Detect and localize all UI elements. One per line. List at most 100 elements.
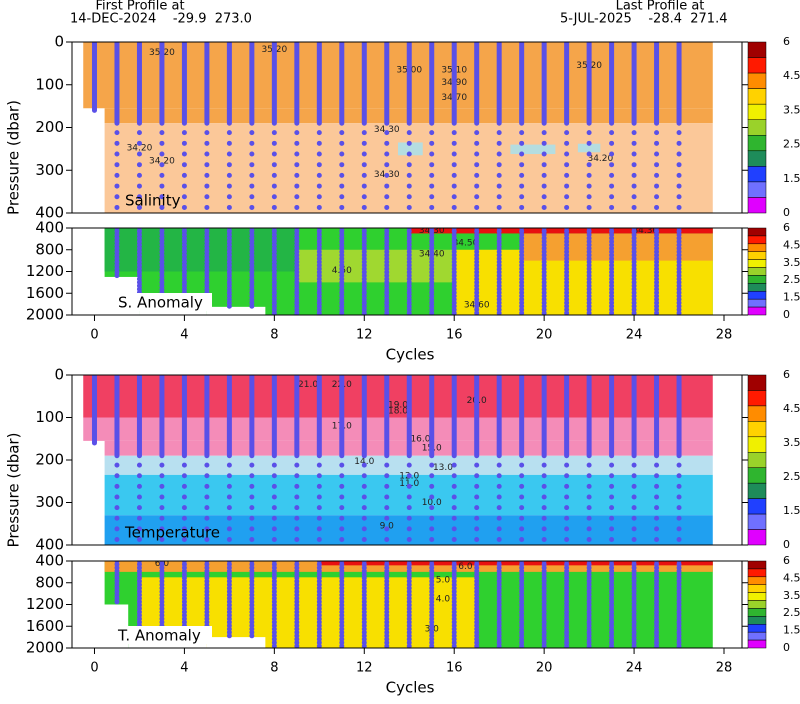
- colorbar-swatch: [747, 251, 767, 260]
- y-tick-label: 2000: [26, 639, 64, 657]
- y-axis-label: Pressure (dbar): [5, 100, 23, 215]
- colorbar-swatch: [747, 631, 767, 641]
- colorbar-swatch: [747, 600, 767, 609]
- y-tick-label: 300: [35, 161, 64, 179]
- x-tick-label: 0: [90, 661, 98, 676]
- y-axis-label: Pressure (dbar): [5, 433, 23, 548]
- colorbar-label: 1.5: [783, 172, 800, 185]
- x-tick-label: 0: [90, 328, 98, 343]
- x-tick-label: 8: [270, 661, 278, 676]
- y-tick-label: 100: [35, 75, 64, 93]
- colorbar-swatch: [747, 243, 767, 252]
- colorbar-swatch: [747, 235, 767, 245]
- plot-area: 35.2035.2035.0035.1035.2034.9034.7034.30…: [83, 42, 713, 213]
- contour-label: 34.20: [149, 156, 175, 166]
- field-cell: [206, 637, 266, 648]
- colorbar-swatch: [747, 150, 767, 167]
- colorbar-swatch: [747, 57, 767, 74]
- colorbar-swatch: [747, 390, 767, 407]
- contour-label: 4.0: [436, 595, 451, 605]
- colorbar-swatch: [747, 513, 767, 530]
- field-cell: [104, 228, 297, 272]
- y-tick-label: 400: [35, 536, 64, 554]
- panel-label: T. Anomaly: [117, 627, 201, 645]
- y-tick-label: 400: [35, 219, 64, 237]
- colorbar-label: 3.5: [783, 256, 800, 269]
- colorbar-swatch: [747, 166, 767, 183]
- colorbar-swatch: [747, 306, 767, 316]
- contour-label: 13.0: [433, 463, 453, 473]
- y-tick-label: 800: [35, 573, 64, 591]
- x-tick-label: 4: [180, 661, 188, 676]
- field-cell: [206, 306, 266, 315]
- colorbar-swatch: [747, 119, 767, 136]
- panel-label: Salinity: [125, 192, 181, 210]
- field-cell: [319, 561, 713, 566]
- x-tick-label: 20: [536, 661, 553, 676]
- colorbar-swatch: [747, 405, 767, 422]
- x-tick-label: 4: [180, 328, 188, 343]
- y-tick-label: 200: [35, 118, 64, 136]
- colorbar-swatch: [747, 436, 767, 453]
- colorbar-label: 4.5: [783, 238, 800, 251]
- first-info: 14-DEC-2024 -29.9 273.0: [70, 12, 252, 27]
- colorbar-swatch: [747, 452, 767, 468]
- x-tick-label: 16: [446, 661, 463, 676]
- y-tick-label: 300: [35, 493, 64, 511]
- colorbar-swatch: [747, 103, 767, 120]
- contour-label: 18.0: [388, 407, 408, 417]
- x-tick-label: 24: [626, 328, 643, 343]
- colorbar-swatch: [747, 568, 767, 578]
- x-tick-label: 8: [270, 328, 278, 343]
- y-tick-label: 400: [35, 204, 64, 222]
- colorbar-swatch: [747, 616, 767, 625]
- colorbar-label: 3.5: [783, 436, 800, 449]
- last-label: Last Profile at: [616, 0, 705, 14]
- colorbar-label: 6: [783, 35, 790, 48]
- y-tick-label: 0: [54, 366, 64, 384]
- field-cell: [398, 142, 423, 156]
- colorbar-swatch: [747, 181, 767, 198]
- colorbar-swatch: [747, 624, 767, 633]
- colorbar-label: 3.5: [783, 589, 800, 602]
- x-tick-label: 24: [626, 661, 643, 676]
- contour-label: 14.0: [354, 457, 374, 467]
- colorbar-swatch: [747, 72, 767, 89]
- colorbar-swatch: [747, 88, 767, 105]
- colorbar-label: 6: [783, 368, 790, 381]
- x-axis-label: Cycles: [386, 346, 435, 364]
- colorbar-swatch: [747, 592, 767, 601]
- colorbar-swatch: [747, 283, 767, 292]
- first-label: First Profile at: [95, 0, 184, 14]
- plot-area: 21.022.020.019.018.017.016.015.014.013.0…: [83, 375, 713, 545]
- colorbar-swatch: [747, 197, 767, 214]
- contour-label: 10.0: [422, 498, 442, 508]
- colorbar-label: 3.5: [783, 103, 800, 116]
- contour-label: 16.0: [410, 434, 430, 444]
- x-tick-label: 20: [536, 328, 553, 343]
- colorbar-swatch: [747, 374, 767, 391]
- colorbar-swatch: [747, 498, 767, 515]
- colorbar-label: 4.5: [783, 402, 800, 415]
- colorbar-swatch: [747, 227, 767, 237]
- panel-label-bg: [114, 293, 212, 311]
- colorbar-swatch: [747, 576, 767, 585]
- colorbar-label: 0: [783, 308, 790, 321]
- colorbar-swatch: [747, 275, 767, 284]
- contour-label: 21.0: [298, 380, 318, 390]
- y-tick-label: 1600: [26, 284, 64, 302]
- contour-label: 19.0: [388, 400, 408, 410]
- colorbar-label: 1.5: [783, 504, 800, 517]
- colorbar-label: 2.5: [783, 470, 800, 483]
- colorbar-swatch: [747, 482, 767, 499]
- x-axis-label: Cycles: [386, 679, 435, 697]
- colorbar-swatch: [747, 639, 767, 649]
- contour-label: 34.50: [453, 239, 479, 249]
- y-tick-label: 100: [35, 408, 64, 426]
- y-tick-label: 800: [35, 240, 64, 258]
- colorbar-swatch: [747, 421, 767, 438]
- colorbar-label: 1.5: [783, 624, 800, 637]
- colorbar-swatch: [747, 259, 767, 268]
- contour-label: 6.0: [458, 562, 473, 572]
